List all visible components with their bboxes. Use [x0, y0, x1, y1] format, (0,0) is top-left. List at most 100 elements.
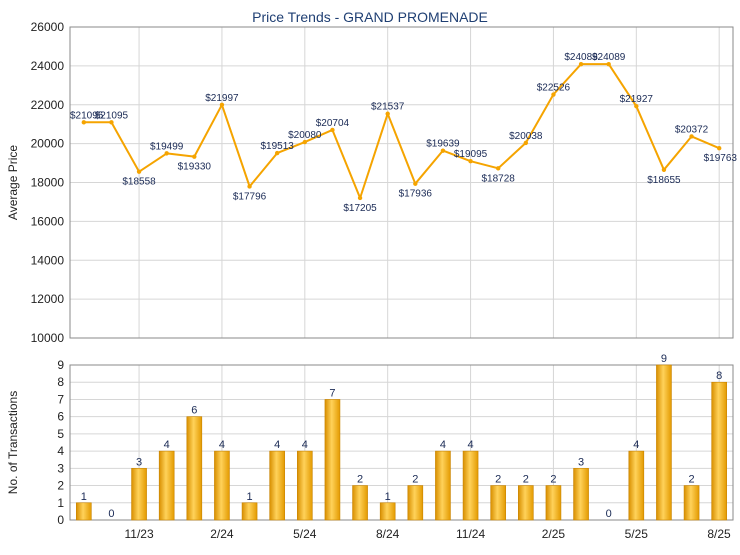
- count-data-label: 1: [247, 491, 253, 503]
- count-data-label: 3: [136, 456, 142, 468]
- price-data-label: $20038: [509, 131, 543, 142]
- count-bar: [435, 450, 451, 521]
- price-point: [274, 150, 280, 156]
- price-data-label: $21095: [70, 110, 104, 121]
- count-data-label: 2: [689, 474, 695, 486]
- count-bar: [545, 485, 562, 521]
- price-point: [495, 166, 501, 171]
- count-data-label: 4: [219, 439, 225, 451]
- price-y-tick-label: 18000: [31, 176, 65, 190]
- price-data-label: $22526: [537, 83, 571, 94]
- price-data-label: $24089: [592, 52, 626, 63]
- price-data-label: $20080: [288, 130, 322, 141]
- price-data-label: $20704: [316, 118, 350, 129]
- count-data-label: 2: [357, 474, 363, 486]
- price-data-label: $17796: [233, 191, 267, 202]
- x-tick-label: 2/25: [542, 527, 566, 541]
- price-point: [578, 61, 584, 67]
- price-y-tick-label: 16000: [31, 214, 65, 228]
- count-y-tick-label: 0: [57, 513, 64, 527]
- price-point: [468, 159, 473, 164]
- count-bar: [186, 416, 203, 521]
- count-data-label: 2: [550, 474, 556, 486]
- price-data-label: $17936: [399, 189, 433, 200]
- count-data-label: 4: [302, 439, 308, 451]
- count-bar: [158, 450, 175, 521]
- price-point: [689, 134, 694, 139]
- x-tick-label: 11/23: [124, 527, 153, 541]
- count-data-label: 1: [385, 491, 391, 503]
- count-bar: [490, 485, 506, 521]
- count-data-label: 4: [274, 439, 280, 451]
- price-data-label: $17205: [343, 203, 377, 214]
- x-tick-label: 5/24: [293, 527, 317, 541]
- price-point: [330, 127, 335, 133]
- count-data-label: 4: [440, 439, 446, 451]
- count-bar: [379, 502, 396, 521]
- count-data-label: 0: [108, 508, 114, 520]
- price-point: [661, 167, 667, 172]
- price-data-label: $19639: [426, 139, 460, 150]
- price-y-tick-label: 12000: [31, 292, 65, 306]
- x-tick-label: 8/24: [376, 527, 400, 541]
- count-data-label: 7: [329, 387, 335, 399]
- price-point: [606, 61, 611, 67]
- count-bar: [352, 485, 368, 521]
- count-y-tick-label: 4: [57, 444, 64, 458]
- price-data-label: $18655: [647, 175, 681, 186]
- price-data-label: $19763: [704, 153, 738, 164]
- price-y-tick-label: 20000: [31, 137, 65, 151]
- count-data-label: 6: [191, 405, 197, 417]
- count-bar: [628, 450, 645, 521]
- price-series-line: [83, 63, 720, 199]
- count-bar: [241, 502, 258, 521]
- count-data-label: 8: [716, 370, 722, 382]
- count-data-label: 4: [468, 439, 474, 451]
- count-y-tick-label: 3: [57, 461, 64, 475]
- count-y-tick-label: 1: [57, 496, 64, 510]
- price-point: [192, 154, 197, 159]
- count-y-tick-label: 5: [57, 427, 64, 441]
- count-y-tick-label: 6: [57, 410, 64, 424]
- count-bar: [518, 485, 534, 521]
- price-point: [551, 92, 556, 97]
- price-point: [440, 148, 446, 153]
- count-bar: [269, 450, 285, 521]
- count-bar: [573, 468, 589, 521]
- price-point: [247, 184, 252, 189]
- price-point: [219, 102, 225, 108]
- count-data-label: 3: [578, 456, 584, 468]
- price-point: [716, 146, 722, 151]
- count-bar: [131, 468, 147, 521]
- count-bar: [76, 502, 92, 521]
- price-data-label: $21537: [371, 102, 405, 113]
- price-data-label: $19330: [178, 162, 212, 173]
- price-data-label: $20372: [675, 124, 709, 135]
- price-data-label: $18558: [122, 177, 156, 188]
- chart-title: Price Trends - GRAND PROMENADE: [252, 9, 488, 25]
- price-y-tick-label: 14000: [31, 253, 65, 267]
- price-plot-frame: [69, 26, 734, 339]
- price-data-label: $21927: [620, 94, 654, 105]
- count-data-label: 1: [81, 491, 87, 503]
- price-point: [136, 169, 142, 174]
- x-tick-label: 2/24: [210, 527, 234, 541]
- price-y-tick-label: 24000: [31, 59, 65, 73]
- price-point: [81, 120, 87, 125]
- price-data-label: $19095: [454, 149, 488, 160]
- price-point: [164, 151, 169, 156]
- price-point: [109, 120, 114, 125]
- count-bar: [711, 381, 727, 521]
- price-point: [634, 103, 639, 109]
- x-tick-label: 5/25: [625, 527, 649, 541]
- count-data-label: 4: [633, 439, 639, 451]
- price-point: [357, 195, 363, 201]
- price-data-label: $24089: [564, 52, 598, 63]
- price-data-label: $19513: [261, 141, 295, 152]
- count-bar: [656, 364, 672, 521]
- price-data-label: $19499: [150, 141, 184, 152]
- count-y-tick-label: 2: [57, 479, 64, 493]
- price-point: [385, 111, 390, 116]
- price-data-label: $18728: [482, 173, 516, 184]
